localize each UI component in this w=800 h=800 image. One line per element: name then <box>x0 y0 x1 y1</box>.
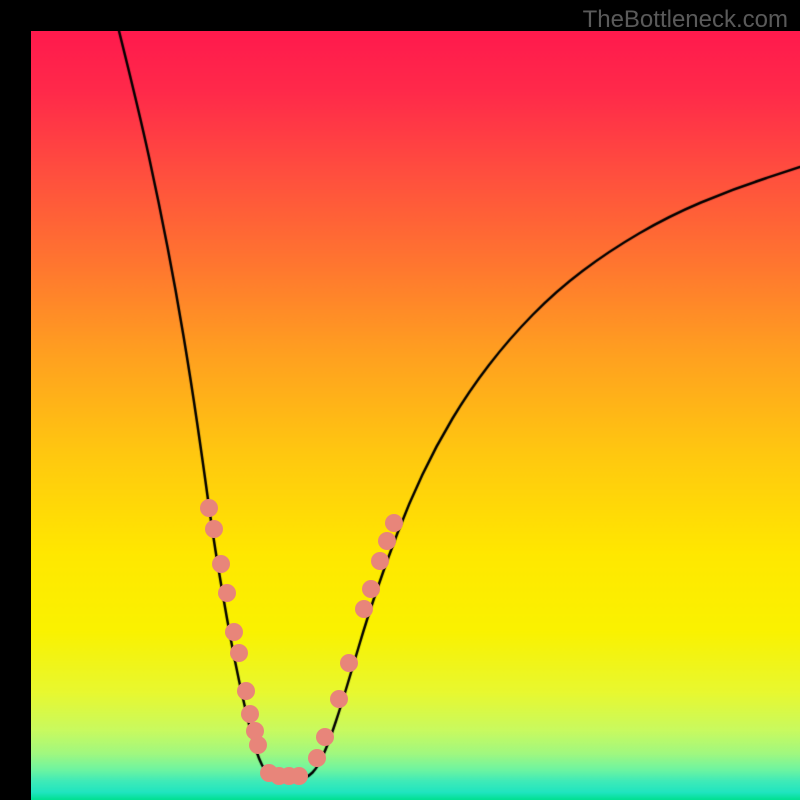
plot-area <box>31 31 800 800</box>
data-marker <box>230 644 248 662</box>
data-marker <box>249 736 267 754</box>
data-marker <box>241 705 259 723</box>
data-marker <box>212 555 230 573</box>
data-marker <box>355 600 373 618</box>
data-marker <box>308 749 326 767</box>
data-marker <box>330 690 348 708</box>
data-marker <box>218 584 236 602</box>
data-marker <box>371 552 389 570</box>
data-marker <box>378 532 396 550</box>
bottleneck-curve <box>31 31 800 800</box>
data-marker <box>290 767 308 785</box>
data-marker <box>205 520 223 538</box>
data-marker <box>225 623 243 641</box>
data-marker <box>362 580 380 598</box>
data-marker <box>340 654 358 672</box>
watermark-text: TheBottleneck.com <box>583 6 788 34</box>
data-marker <box>200 499 218 517</box>
data-marker <box>385 514 403 532</box>
data-marker <box>316 728 334 746</box>
data-marker <box>237 682 255 700</box>
